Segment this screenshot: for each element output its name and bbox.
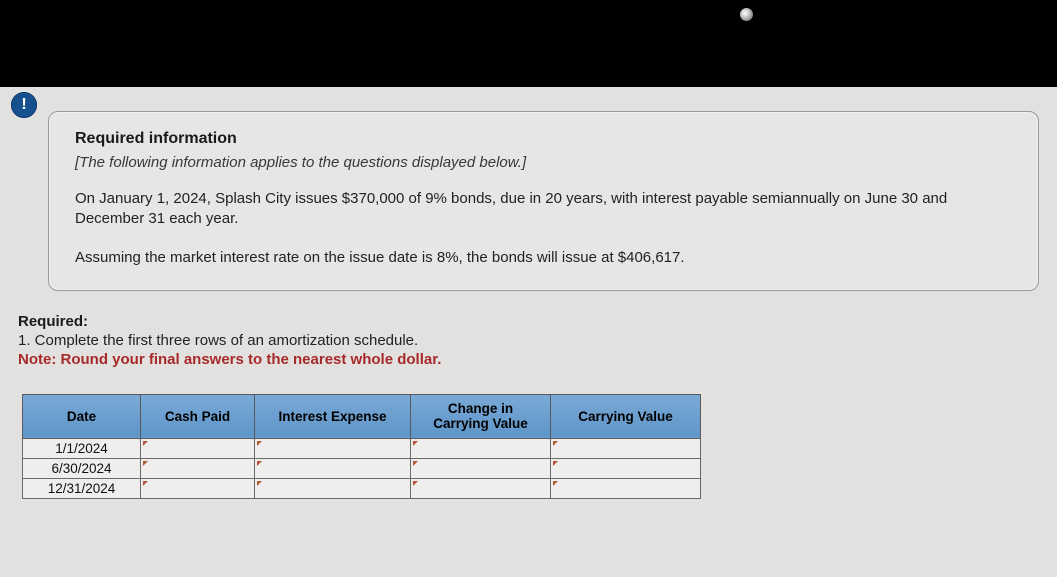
required-info-paragraph-1: On January 1, 2024, Splash City issues $… [75, 189, 1012, 230]
cell-cash[interactable] [141, 458, 255, 478]
required-info-heading: Required information [75, 130, 1012, 148]
cell-carrying[interactable] [551, 438, 701, 458]
cell-interest[interactable] [255, 478, 411, 498]
col-header-change: Change in Carrying Value [411, 394, 551, 438]
col-header-date: Date [23, 394, 141, 438]
cell-change[interactable] [411, 438, 551, 458]
table-header-row: Date Cash Paid Interest Expense Change i… [23, 394, 701, 438]
amortization-table-wrap: Date Cash Paid Interest Expense Change i… [22, 394, 1043, 499]
cell-date: 12/31/2024 [23, 478, 141, 498]
required-info-paragraph-2: Assuming the market interest rate on the… [75, 248, 1012, 268]
cell-date: 6/30/2024 [23, 458, 141, 478]
alert-icon: ! [11, 92, 37, 118]
cell-cash[interactable] [141, 478, 255, 498]
required-note: Note: Round your final answers to the ne… [18, 351, 1043, 368]
table-row: 12/31/2024 [23, 478, 701, 498]
cell-cash[interactable] [141, 438, 255, 458]
required-label: Required: [18, 313, 1043, 330]
camera-dot-icon [740, 8, 753, 21]
table-row: 1/1/2024 [23, 438, 701, 458]
required-block: Required: 1. Complete the first three ro… [18, 313, 1043, 368]
col-header-carrying: Carrying Value [551, 394, 701, 438]
cell-interest[interactable] [255, 458, 411, 478]
col-header-cash: Cash Paid [141, 394, 255, 438]
required-info-subnote: [The following information applies to th… [75, 154, 1012, 171]
cell-carrying[interactable] [551, 478, 701, 498]
col-header-change-line1: Change in [448, 401, 513, 416]
alert-icon-glyph: ! [21, 96, 26, 114]
amortization-table: Date Cash Paid Interest Expense Change i… [22, 394, 701, 499]
table-body: 1/1/2024 6/30/2024 12/31/2024 [23, 438, 701, 498]
cell-carrying[interactable] [551, 458, 701, 478]
cell-date: 1/1/2024 [23, 438, 141, 458]
col-header-interest: Interest Expense [255, 394, 411, 438]
table-row: 6/30/2024 [23, 458, 701, 478]
required-info-card: Required information [The following info… [48, 111, 1039, 291]
page-content: ! Required information [The following in… [0, 87, 1057, 499]
cell-change[interactable] [411, 458, 551, 478]
window-topbar [0, 0, 1057, 87]
cell-change[interactable] [411, 478, 551, 498]
cell-interest[interactable] [255, 438, 411, 458]
col-header-change-line2: Carrying Value [433, 416, 528, 431]
required-item-1: 1. Complete the first three rows of an a… [18, 332, 1043, 349]
